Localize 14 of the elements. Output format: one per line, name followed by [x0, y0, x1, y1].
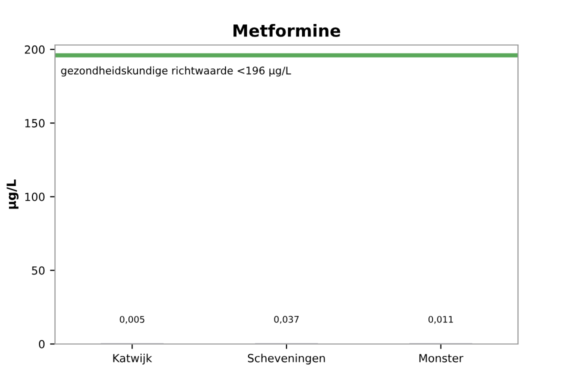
data-label: 0,005 — [120, 316, 144, 324]
x-tick-label: Monster — [419, 354, 464, 362]
y-tick-label: 200 — [24, 45, 45, 54]
x-tick-label: Scheveningen — [248, 354, 325, 364]
data-label: 0,011 — [428, 316, 453, 324]
y-tick-label: 100 — [25, 192, 45, 202]
y-tick-label: 150 — [25, 119, 45, 128]
data-label: 0,037 — [274, 316, 299, 324]
y-tick-label: 0 — [38, 340, 45, 348]
y-axis-title: µg/L — [6, 180, 19, 209]
y-tick-label: 50 — [32, 266, 45, 275]
ref-line-label: gezondheidskundige richtwaarde <196 µg/L — [61, 66, 292, 77]
chart-title: Metformine — [234, 24, 340, 37]
x-tick-label: Katwijk — [113, 354, 152, 364]
